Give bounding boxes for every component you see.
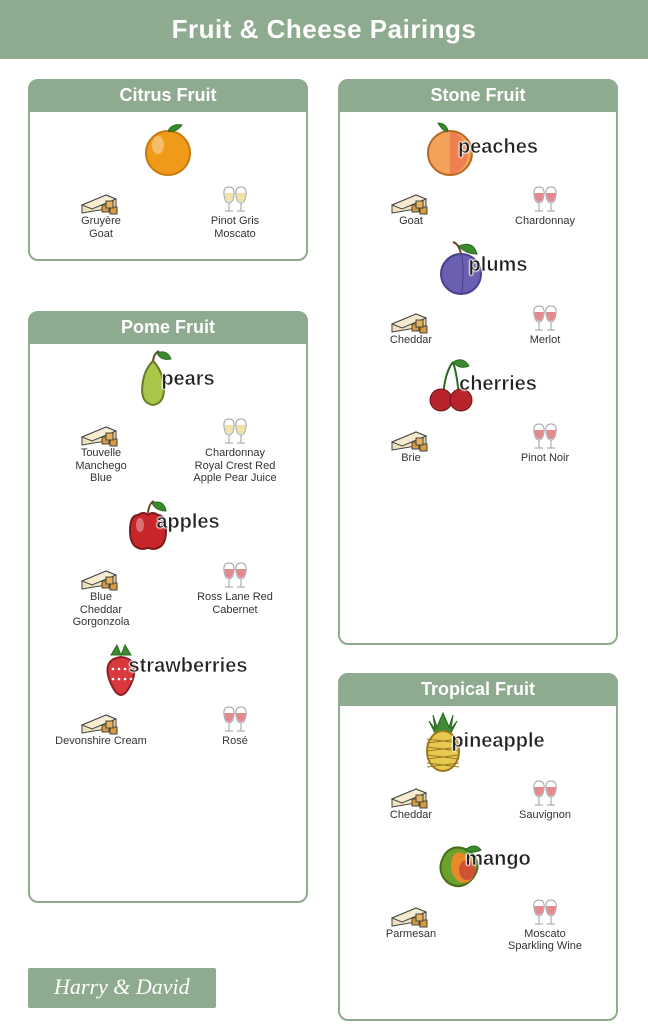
wine-pairing: MoscatoSparkling Wine (490, 894, 600, 953)
wine-icon (490, 418, 600, 452)
pairing-row: Goat Chardonnay (340, 181, 616, 228)
fruit-illustration: pears (30, 347, 306, 411)
fruit-label: plums (469, 254, 528, 277)
pairing-entry: pears TouvelleManchegoBlue ChardonnayRoy… (30, 347, 306, 485)
fruit-label: pineapple (451, 730, 544, 753)
fruit-label: peaches (458, 136, 538, 159)
fruit-illustration: mango (340, 828, 616, 892)
fruit-illustration: pineapple (340, 709, 616, 773)
cheese-icon (46, 181, 156, 215)
wine-icon (490, 181, 600, 215)
cheese-icon (46, 413, 156, 447)
wine-icon (490, 775, 600, 809)
fruit-illustration: cherries (340, 352, 616, 416)
panel-header: Stone Fruit (338, 79, 618, 112)
pairing-entry: strawberries Devonshire Cream Rosé (30, 635, 306, 748)
cheese-icon (46, 557, 156, 591)
cheese-pairing: Cheddar (356, 775, 466, 822)
cheese-icon (356, 181, 466, 215)
wine-icon (490, 894, 600, 928)
pairing-entry: plums Cheddar Merlot (340, 234, 616, 347)
wine-icon (180, 181, 290, 215)
pairing-row: Parmesan MoscatoSparkling Wine (340, 894, 616, 953)
orange-icon (136, 115, 200, 179)
wine-pairing: Merlot (490, 300, 600, 347)
cheese-icon (46, 701, 156, 735)
fruit-label: mango (465, 848, 531, 871)
wine-pairing: Chardonnay (490, 181, 600, 228)
cheese-pairing: GruyèreGoat (46, 181, 156, 240)
pairing-row: Brie Pinot Noir (340, 418, 616, 465)
panel-header: Citrus Fruit (28, 79, 308, 112)
page-title: Fruit & Cheese Pairings (0, 0, 648, 59)
cheese-pairing: BlueCheddarGorgonzola (46, 557, 156, 629)
panel-stone: Stone Fruit peaches Goat Chardonnay plum… (338, 79, 618, 645)
wine-pairing: ChardonnayRoyal Crest RedApple Pear Juic… (180, 413, 290, 485)
pairing-row: TouvelleManchegoBlue ChardonnayRoyal Cre… (30, 413, 306, 485)
pairing-entry: pineapple Cheddar Sauvignon (340, 709, 616, 822)
infographic-grid: Citrus Fruit GruyèreGoat Pinot GrisMosca… (0, 59, 648, 1019)
pairing-row: Cheddar Sauvignon (340, 775, 616, 822)
fruit-label: strawberries (129, 655, 248, 678)
cheese-pairing: Goat (356, 181, 466, 228)
pairing-row: BlueCheddarGorgonzola Ross Lane RedCaber… (30, 557, 306, 629)
pairing-entry: GruyèreGoat Pinot GrisMoscato (30, 115, 306, 240)
panel-header: Pome Fruit (28, 311, 308, 344)
pairing-row: GruyèreGoat Pinot GrisMoscato (30, 181, 306, 240)
wine-pairing: Sauvignon (490, 775, 600, 822)
pairing-entry: mango Parmesan MoscatoSparkling Wine (340, 828, 616, 953)
wine-icon (180, 701, 290, 735)
wine-icon (180, 557, 290, 591)
fruit-illustration: apples (30, 491, 306, 555)
cheese-pairing: Parmesan (356, 894, 466, 953)
cheese-icon (356, 300, 466, 334)
fruit-label: cherries (459, 373, 537, 396)
panel-pome: Pome Fruit pears TouvelleManchegoBlue Ch… (28, 311, 308, 903)
pairing-row: Devonshire Cream Rosé (30, 701, 306, 748)
brand-footer: Harry & David (28, 968, 216, 1008)
cheese-pairing: Brie (356, 418, 466, 465)
fruit-illustration: plums (340, 234, 616, 298)
pairing-entry: peaches Goat Chardonnay (340, 115, 616, 228)
wine-pairing: Ross Lane RedCabernet (180, 557, 290, 629)
wine-pairing: Pinot GrisMoscato (180, 181, 290, 240)
wine-pairing: Rosé (180, 701, 290, 748)
cheese-pairing: Cheddar (356, 300, 466, 347)
wine-icon (180, 413, 290, 447)
fruit-illustration: peaches (340, 115, 616, 179)
fruit-illustration: strawberries (30, 635, 306, 699)
pairing-row: Cheddar Merlot (340, 300, 616, 347)
pairing-entry: apples BlueCheddarGorgonzola Ross Lane R… (30, 491, 306, 629)
fruit-label: apples (156, 511, 219, 534)
cheese-icon (356, 894, 466, 928)
panel-header: Tropical Fruit (338, 673, 618, 706)
cheese-pairing: Devonshire Cream (46, 701, 156, 748)
pairing-entry: cherries Brie Pinot Noir (340, 352, 616, 465)
panel-tropical: Tropical Fruit pineapple Cheddar Sauvign… (338, 673, 618, 1021)
panel-citrus: Citrus Fruit GruyèreGoat Pinot GrisMosca… (28, 79, 308, 261)
cheese-icon (356, 775, 466, 809)
wine-icon (490, 300, 600, 334)
fruit-illustration (30, 115, 306, 179)
cheese-icon (356, 418, 466, 452)
fruit-label: pears (161, 368, 214, 391)
cheese-pairing: TouvelleManchegoBlue (46, 413, 156, 485)
wine-pairing: Pinot Noir (490, 418, 600, 465)
